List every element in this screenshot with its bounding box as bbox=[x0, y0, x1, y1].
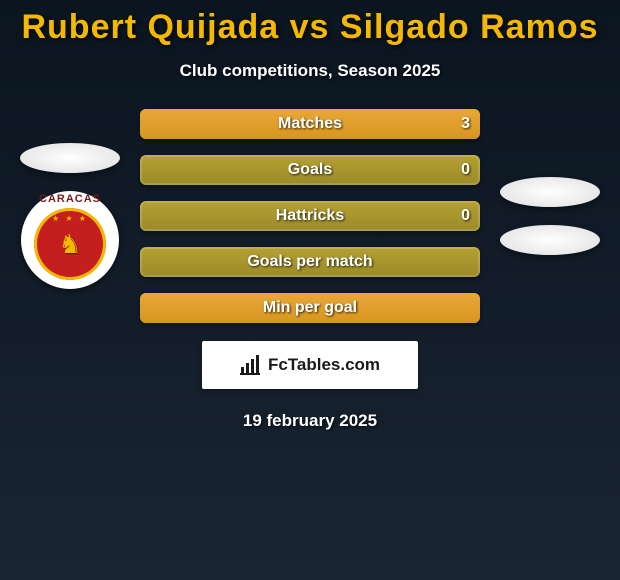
left-team-column: CARACAS ★ ★ ★ ♞ bbox=[20, 143, 120, 289]
footer-date: 19 february 2025 bbox=[0, 411, 620, 431]
stat-row-hattricks: Hattricks 0 bbox=[140, 201, 480, 231]
left-team-flag-placeholder bbox=[20, 143, 120, 173]
stat-label: Matches bbox=[278, 115, 342, 133]
bar-chart-icon bbox=[240, 355, 262, 375]
stat-row-goals: Goals 0 bbox=[140, 155, 480, 185]
stat-left-value: 0 bbox=[461, 161, 470, 179]
stat-label: Goals bbox=[288, 161, 332, 179]
attribution-text: FcTables.com bbox=[268, 355, 380, 375]
stat-left-value: 0 bbox=[461, 207, 470, 225]
stat-row-min-per-goal: Min per goal bbox=[140, 293, 480, 323]
stat-bars-column: Matches 3 Goals 0 Hattricks 0 Goals per … bbox=[140, 109, 480, 323]
crest-arc-text: CARACAS bbox=[39, 193, 101, 205]
stat-left-value: 3 bbox=[461, 115, 470, 133]
comparison-subtitle: Club competitions, Season 2025 bbox=[0, 61, 620, 81]
attribution-badge: FcTables.com bbox=[202, 341, 418, 389]
stat-label: Hattricks bbox=[276, 207, 344, 225]
crest-shield: ★ ★ ★ ♞ bbox=[34, 208, 106, 280]
comparison-body: CARACAS ★ ★ ★ ♞ Matches 3 Goals 0 Hattri… bbox=[0, 109, 620, 323]
crest-stars-icon: ★ ★ ★ bbox=[52, 214, 88, 223]
comparison-title: Rubert Quijada vs Silgado Ramos bbox=[0, 0, 620, 47]
stat-row-goals-per-match: Goals per match bbox=[140, 247, 480, 277]
right-team-flag-placeholder-1 bbox=[500, 177, 600, 207]
right-team-flag-placeholder-2 bbox=[500, 225, 600, 255]
stat-label: Goals per match bbox=[247, 253, 372, 271]
stat-row-matches: Matches 3 bbox=[140, 109, 480, 139]
crest-lion-icon: ♞ bbox=[58, 229, 81, 260]
right-team-column bbox=[500, 177, 600, 255]
left-team-crest: CARACAS ★ ★ ★ ♞ bbox=[21, 191, 119, 289]
stat-label: Min per goal bbox=[263, 299, 357, 317]
